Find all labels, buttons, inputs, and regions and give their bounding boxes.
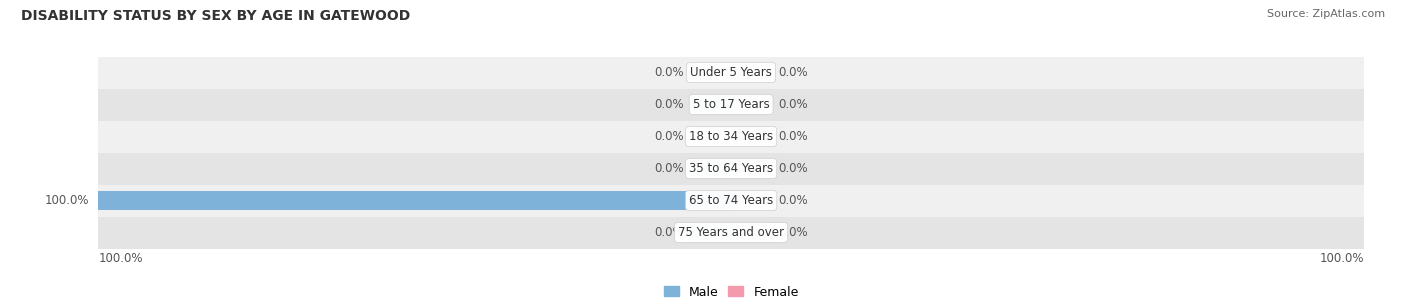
Text: 0.0%: 0.0% (779, 194, 808, 207)
Text: 100.0%: 100.0% (1319, 252, 1364, 265)
Text: 75 Years and over: 75 Years and over (678, 226, 785, 239)
Bar (731, 63, 769, 82)
Text: Under 5 Years: Under 5 Years (690, 66, 772, 79)
Bar (98, 88, 1364, 120)
Bar (693, 95, 731, 114)
Text: 0.0%: 0.0% (654, 226, 683, 239)
Text: 0.0%: 0.0% (779, 66, 808, 79)
Text: 0.0%: 0.0% (654, 162, 683, 175)
Bar (98, 152, 1364, 185)
Bar (98, 185, 1364, 217)
Text: 65 to 74 Years: 65 to 74 Years (689, 194, 773, 207)
Bar (98, 217, 1364, 249)
Bar (731, 191, 769, 210)
Bar (731, 223, 769, 242)
Text: 0.0%: 0.0% (654, 66, 683, 79)
Bar (693, 63, 731, 82)
Bar (693, 223, 731, 242)
Text: 0.0%: 0.0% (779, 162, 808, 175)
Text: 0.0%: 0.0% (779, 130, 808, 143)
Bar (693, 159, 731, 178)
Text: 0.0%: 0.0% (779, 98, 808, 111)
Bar (731, 159, 769, 178)
Bar (98, 191, 731, 210)
Bar (98, 191, 731, 210)
Bar (98, 56, 1364, 88)
Bar (693, 127, 731, 146)
Bar (731, 95, 769, 114)
Text: 5 to 17 Years: 5 to 17 Years (693, 98, 769, 111)
Legend: Male, Female: Male, Female (664, 285, 799, 299)
Bar (731, 127, 769, 146)
Text: 35 to 64 Years: 35 to 64 Years (689, 162, 773, 175)
Text: 0.0%: 0.0% (654, 130, 683, 143)
Text: 18 to 34 Years: 18 to 34 Years (689, 130, 773, 143)
Text: DISABILITY STATUS BY SEX BY AGE IN GATEWOOD: DISABILITY STATUS BY SEX BY AGE IN GATEW… (21, 9, 411, 23)
Bar (98, 120, 1364, 152)
Text: 100.0%: 100.0% (45, 194, 89, 207)
Text: Source: ZipAtlas.com: Source: ZipAtlas.com (1267, 9, 1385, 19)
Text: 100.0%: 100.0% (98, 252, 143, 265)
Text: 0.0%: 0.0% (779, 226, 808, 239)
Text: 0.0%: 0.0% (654, 98, 683, 111)
